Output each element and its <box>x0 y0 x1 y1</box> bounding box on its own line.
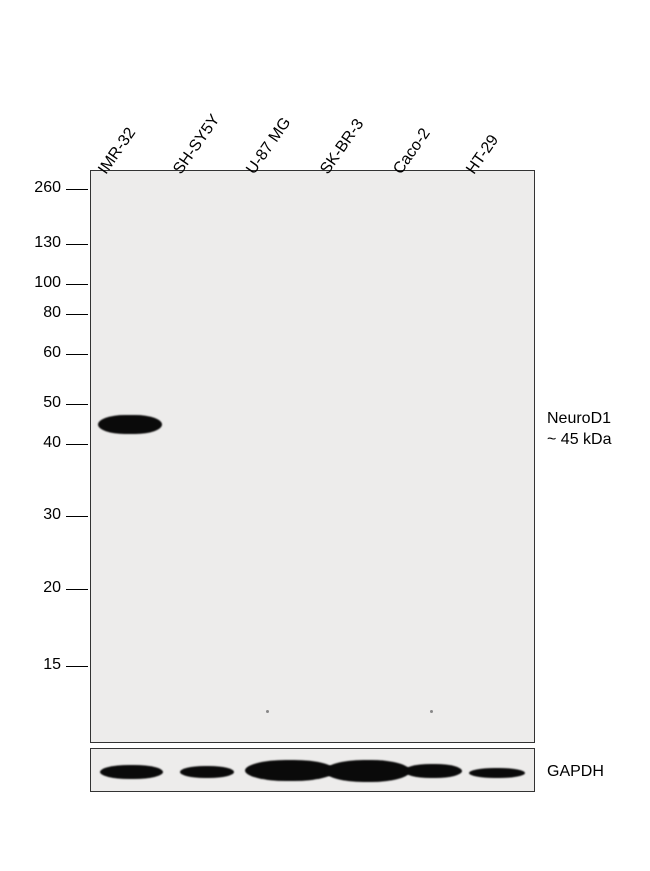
marker-tick <box>66 666 88 667</box>
lane-label: SK-BR-3 <box>317 116 368 178</box>
marker-tick <box>66 404 88 405</box>
control-band <box>245 760 335 781</box>
control-band <box>404 764 462 778</box>
control-band <box>180 766 234 778</box>
lane-label: U-87 MG <box>243 115 295 178</box>
main-blot-area <box>90 170 535 743</box>
marker-label: 60 <box>23 344 61 362</box>
marker-tick <box>66 354 88 355</box>
marker-tick <box>66 284 88 285</box>
marker-label: 100 <box>23 274 61 292</box>
faint-artifact <box>266 710 269 713</box>
control-band <box>469 768 525 778</box>
marker-label: 80 <box>23 304 61 322</box>
target-name: NeuroD1 <box>547 409 611 430</box>
marker-tick <box>66 314 88 315</box>
marker-tick <box>66 444 88 445</box>
target-band <box>98 415 162 434</box>
lane-label: SH-SY5Y <box>170 112 224 178</box>
marker-tick <box>66 589 88 590</box>
marker-label: 130 <box>23 234 61 252</box>
marker-label: 260 <box>23 179 61 197</box>
control-band <box>325 760 410 782</box>
marker-tick <box>66 516 88 517</box>
marker-tick <box>66 244 88 245</box>
marker-label: 30 <box>23 506 61 524</box>
marker-label: 50 <box>23 394 61 412</box>
target-label: NeuroD1~ 45 kDa <box>547 409 611 451</box>
marker-label: 40 <box>23 434 61 452</box>
marker-tick <box>66 189 88 190</box>
control-band <box>100 765 163 779</box>
faint-artifact <box>430 710 433 713</box>
control-label: GAPDH <box>547 763 604 781</box>
target-size: ~ 45 kDa <box>547 430 611 451</box>
marker-label: 20 <box>23 579 61 597</box>
marker-label: 15 <box>23 656 61 674</box>
